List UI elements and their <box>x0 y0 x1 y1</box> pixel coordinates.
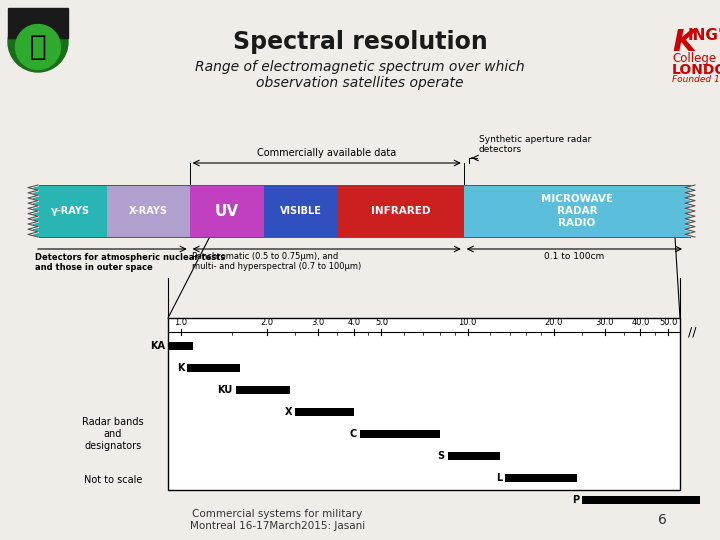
Text: 5.0: 5.0 <box>375 318 388 327</box>
Text: Not to scale: Not to scale <box>84 475 142 485</box>
Text: 🌍: 🌍 <box>30 33 46 61</box>
Bar <box>168 342 193 350</box>
Bar <box>360 430 440 438</box>
Text: College: College <box>672 52 716 65</box>
Text: X-RAYS: X-RAYS <box>129 206 168 216</box>
Bar <box>448 452 500 460</box>
Text: 6: 6 <box>658 513 667 527</box>
Text: 4.0: 4.0 <box>347 318 360 327</box>
Text: MICROWAVE
RADAR
RADIO: MICROWAVE RADAR RADIO <box>541 194 613 227</box>
Text: Synthetic aperture radar
detectors: Synthetic aperture radar detectors <box>479 134 591 154</box>
Text: 20.0: 20.0 <box>545 318 563 327</box>
Text: LONDON: LONDON <box>672 63 720 77</box>
Text: VISIBLE: VISIBLE <box>279 206 322 216</box>
Text: KU: KU <box>217 385 233 395</box>
Bar <box>235 386 290 394</box>
Ellipse shape <box>16 24 60 70</box>
Bar <box>295 408 354 416</box>
Text: C: C <box>349 429 357 439</box>
Text: Detectors for atmospheric nuclear tests
and those in outer space: Detectors for atmospheric nuclear tests … <box>35 253 225 272</box>
Text: Commercially available data: Commercially available data <box>257 148 396 158</box>
Text: 10.0: 10.0 <box>459 318 477 327</box>
Text: X: X <box>284 407 292 417</box>
Text: 1.0: 1.0 <box>174 318 188 327</box>
Text: γ-RAYS: γ-RAYS <box>50 206 89 216</box>
Bar <box>168 318 680 490</box>
Text: P: P <box>572 495 579 505</box>
Text: 2.0: 2.0 <box>261 318 274 327</box>
Text: 50.0: 50.0 <box>659 318 678 327</box>
Text: Radar bands
and
designators: Radar bands and designators <box>82 417 144 450</box>
Bar <box>189 185 264 237</box>
Bar <box>505 474 577 482</box>
Text: Spectral resolution: Spectral resolution <box>233 30 487 54</box>
Text: L: L <box>496 473 502 483</box>
Text: Founded 1829: Founded 1829 <box>672 75 720 84</box>
Bar <box>187 364 240 372</box>
Text: Range of electromagnetic spectrum over which
observation satellites operate: Range of electromagnetic spectrum over w… <box>195 60 525 90</box>
Text: 0.1 to 100cm: 0.1 to 100cm <box>544 252 605 261</box>
Text: S: S <box>438 451 444 461</box>
Text: Panchromatic (0.5 to 0.75μm), and
multi- and hyperspectral (0.7 to 100μm): Panchromatic (0.5 to 0.75μm), and multi-… <box>192 252 361 272</box>
Bar <box>33 185 107 237</box>
Bar <box>464 185 690 237</box>
Bar <box>582 496 700 504</box>
Bar <box>338 185 464 237</box>
Text: 30.0: 30.0 <box>595 318 613 327</box>
Text: //: // <box>688 326 696 339</box>
Text: UV: UV <box>215 204 239 219</box>
Text: INFRARED: INFRARED <box>371 206 431 216</box>
Text: 40.0: 40.0 <box>631 318 649 327</box>
Circle shape <box>8 12 68 72</box>
Bar <box>8 8 68 38</box>
Text: Commercial systems for military
Montreal 16-17March2015: Jasani: Commercial systems for military Montreal… <box>189 509 365 531</box>
Bar <box>264 185 338 237</box>
Text: KA: KA <box>150 341 165 351</box>
Text: K: K <box>176 363 184 373</box>
Text: K: K <box>672 28 696 57</box>
Text: ING'S: ING'S <box>688 28 720 43</box>
Bar <box>107 185 189 237</box>
Text: 3.0: 3.0 <box>311 318 325 327</box>
